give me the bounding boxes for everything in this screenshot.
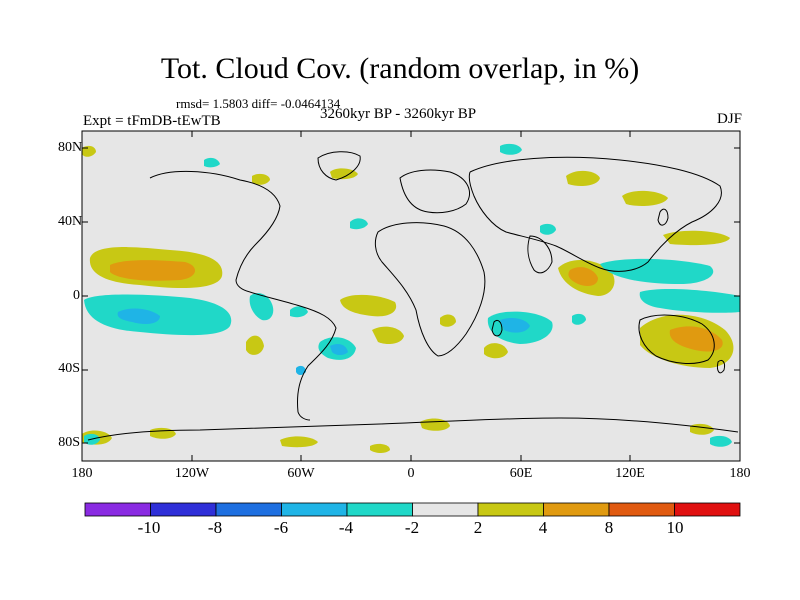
colorbar — [84, 502, 741, 517]
patch-npac-orange — [110, 260, 196, 281]
coast-europe — [399, 169, 470, 214]
coast-antarctica — [87, 417, 739, 441]
map-background — [82, 131, 740, 461]
colorbar-label: 4 — [538, 518, 548, 537]
colorbar-box — [674, 502, 741, 517]
patch-atl-cyan — [350, 218, 368, 230]
colorbar-box — [150, 502, 217, 517]
lon-label-120w: 120W — [174, 466, 210, 481]
patch-arctic-yellow — [566, 170, 600, 186]
patch-pac-blue-spot — [296, 365, 306, 375]
coast-japan — [657, 208, 669, 226]
lat-label-0: 0 — [73, 288, 80, 303]
lon-label-120e: 120E — [615, 466, 645, 481]
coast-india — [527, 235, 553, 274]
lon-label-180w: 180 — [71, 466, 93, 481]
patch-madagascar-cyan — [572, 313, 586, 325]
patch-samerica-cyan — [249, 293, 274, 321]
lat-label-40n: 40N — [58, 214, 83, 229]
colorbar-box — [346, 502, 413, 517]
patch-indian-yellow — [484, 343, 508, 359]
coastlines — [87, 151, 739, 441]
colorbar-label: 2 — [473, 518, 483, 537]
lon-label-60e: 60E — [509, 466, 533, 481]
patch-seasia-orange — [568, 267, 598, 286]
lat-label-80s: 80S — [58, 435, 80, 450]
colorbar-box — [608, 502, 675, 517]
colorbar-label: -4 — [338, 518, 354, 537]
colorbar-box — [281, 502, 348, 517]
patch-south-yellow-5 — [370, 443, 390, 453]
season-label: DJF — [716, 111, 742, 127]
patch-namer-yellow2 — [252, 173, 270, 185]
patch-npac-west-yellow — [663, 230, 730, 246]
patch-arctic-cyan2 — [204, 157, 220, 168]
patch-south-cyan2 — [710, 435, 732, 447]
patch-south-yellow-1 — [280, 436, 318, 448]
lon-label-60w: 60W — [287, 466, 315, 481]
coast-asia — [468, 156, 722, 272]
patch-epac-blue — [117, 308, 160, 324]
patch-indian-blue — [500, 318, 530, 333]
colorbar-box — [477, 502, 544, 517]
colorbar-box — [543, 502, 610, 517]
axis-ticks — [81, 131, 741, 461]
patch-southpac-cyan — [290, 306, 308, 318]
patch-brazil-yellow — [340, 294, 397, 317]
colorbar-label: 10 — [666, 518, 684, 537]
colorbar-label: -10 — [137, 518, 161, 537]
patch-wpac2-cyan — [639, 289, 740, 313]
lat-label-40s: 40S — [58, 361, 80, 376]
patch-india-cyan — [540, 223, 556, 235]
patch-satl-blue — [330, 344, 348, 355]
patch-southatl-yellow — [372, 326, 404, 344]
coast-australia — [638, 314, 715, 364]
period-label: 3260kyr BP - 3260kyr BP — [320, 106, 477, 122]
patch-aus-orange — [669, 326, 723, 352]
coast-south-america — [249, 291, 337, 421]
patch-nam-yellow — [330, 168, 358, 180]
coast-newzealand — [717, 359, 725, 374]
patch-wpac-cyan — [600, 258, 714, 284]
coast-africa — [374, 222, 486, 357]
coast-greenland — [317, 151, 361, 181]
colorbar-label: -2 — [404, 518, 420, 537]
coast-north-america — [149, 171, 281, 293]
colorbar-box — [412, 502, 479, 517]
lon-label-0: 0 — [407, 466, 415, 481]
patch-southpac-yellow — [246, 335, 264, 355]
patch-hawaii-yellow — [82, 145, 96, 157]
stats-text: rmsd= 1.5803 diff= -0.0464134 — [176, 96, 341, 111]
experiment-label: Expt = tFmDB-tEwTB — [83, 113, 221, 129]
patch-arctic-cyan1 — [500, 143, 522, 155]
lon-label-180e: 180 — [729, 466, 751, 481]
colorbar-label: -8 — [207, 518, 223, 537]
patch-africa-yellow — [440, 314, 456, 327]
plot-title: Tot. Cloud Cov. (random overlap, in %) — [160, 52, 640, 85]
colorbar-box — [215, 502, 282, 517]
coast-madagascar — [491, 319, 503, 337]
colorbar-label: -6 — [273, 518, 289, 537]
patch-siberia-yellow — [622, 190, 668, 206]
colorbar-label: 8 — [604, 518, 614, 537]
lat-label-80n: 80N — [58, 140, 83, 155]
colorbar-box — [84, 502, 151, 517]
